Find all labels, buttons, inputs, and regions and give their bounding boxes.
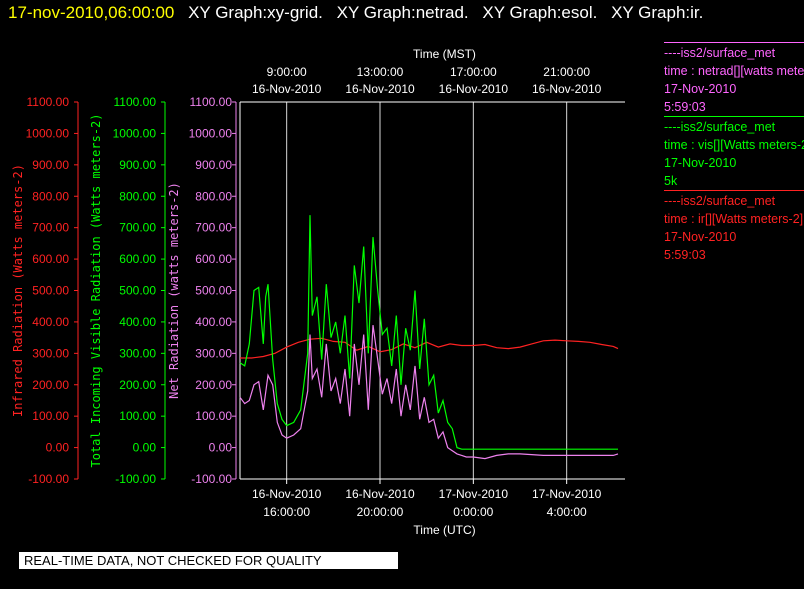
legend-ir-source: ----iss2/surface_met: [664, 194, 776, 208]
y-tick-label: 600.00: [119, 252, 156, 266]
bottom-tick-time-label: 16:00:00: [263, 505, 310, 519]
legend-vis-time: 5k: [664, 174, 678, 188]
y-tick-label: 200.00: [32, 378, 69, 392]
bottom-tick-time-label: 4:00:00: [547, 505, 587, 519]
y-tick-label: 600.00: [195, 252, 232, 266]
y-tick-label: 1000.00: [26, 126, 70, 140]
quality-warning-badge: REAL-TIME DATA, NOT CHECKED FOR QUALITY: [19, 552, 398, 569]
bottom-tick-date-label: 16-Nov-2010: [252, 487, 322, 501]
legend-vis-var: time : vis[][Watts meters-2]: [664, 138, 804, 152]
y-tick-label: 1000.00: [189, 126, 233, 140]
grid-lines: [286, 102, 568, 479]
top-tick-time-label: 17:00:00: [450, 65, 497, 79]
header-bar: 17-nov-2010,06:00:00 XY Graph:xy-grid. X…: [8, 3, 703, 23]
y-tick-label: 400.00: [119, 315, 156, 329]
legend-ir-var: time : ir[][Watts meters-2]: [664, 212, 804, 226]
legend-vis-date: 17-Nov-2010: [664, 156, 737, 170]
graph-title-2: XY Graph:netrad.: [336, 3, 469, 22]
y-tick-label: 900.00: [195, 158, 232, 172]
y-tick-label: 100.00: [195, 409, 232, 423]
y-tick-label: 300.00: [32, 346, 69, 360]
top-tick-time-label: 21:00:00: [543, 65, 590, 79]
top-tick-time-label: 13:00:00: [357, 65, 404, 79]
y-tick-label: 200.00: [119, 378, 156, 392]
y-tick-label: 1000.00: [113, 126, 157, 140]
y-tick-label: -100.00: [28, 472, 69, 486]
y-tick-label: 500.00: [32, 284, 69, 298]
y-tick-label: 200.00: [195, 378, 232, 392]
legend-netrad-date: 17-Nov-2010: [664, 82, 737, 96]
top-axis-title: Time (MST): [413, 47, 476, 61]
legend-ir-date: 17-Nov-2010: [664, 230, 737, 244]
y-tick-label: 100.00: [119, 409, 156, 423]
y-tick-label: 1100.00: [27, 95, 70, 109]
y-tick-label: 300.00: [119, 346, 156, 360]
top-tick-date-label: 16-Nov-2010: [532, 82, 602, 96]
y-axis-title: Total Incoming Visible Radiation (Watts …: [89, 113, 103, 467]
graph-title-1: XY Graph:xy-grid.: [188, 3, 323, 22]
legend-ir-time: 5:59:03: [664, 248, 706, 262]
series-line-ir: [240, 337, 619, 359]
graph-title-3: XY Graph:esol.: [482, 3, 598, 22]
y-tick-label: 900.00: [119, 158, 156, 172]
y-tick-label: 800.00: [195, 189, 232, 203]
y-tick-label: 700.00: [119, 221, 156, 235]
y-tick-label: -100.00: [191, 472, 232, 486]
bottom-tick-date-label: 17-Nov-2010: [439, 487, 509, 501]
y-tick-label: 900.00: [32, 158, 69, 172]
legend: ----iss2/surface_met time : netrad[][wat…: [664, 42, 804, 264]
y-tick-label: 700.00: [32, 221, 69, 235]
y-tick-label: 700.00: [195, 221, 232, 235]
series-line-vis: [239, 215, 618, 450]
legend-vis-source: ----iss2/surface_met: [664, 120, 776, 134]
header-timestamp: 17-nov-2010,06:00:00: [8, 3, 175, 22]
bottom-tick-date-label: 17-Nov-2010: [532, 487, 602, 501]
y-tick-label: 800.00: [32, 189, 69, 203]
chart-axes: 9:00:00 16-Nov-2010 13:00:00 16-Nov-2010 17:…: [11, 47, 625, 537]
bottom-axis-title: Time (UTC): [413, 523, 475, 537]
y-tick-label: 800.00: [119, 189, 156, 203]
legend-netrad-source: ----iss2/surface_met: [664, 46, 776, 60]
y-axis-title: Infrared Radiation (Watts meters-2): [11, 164, 25, 417]
bottom-tick-date-label: 16-Nov-2010: [345, 487, 415, 501]
y-tick-label: -100.00: [115, 472, 156, 486]
legend-netrad: ----iss2/surface_met time : netrad[][wat…: [664, 42, 804, 116]
y-tick-label: 500.00: [195, 284, 232, 298]
y-tick-label: 0.00: [133, 441, 157, 455]
graph-title-4: XY Graph:ir.: [611, 3, 704, 22]
top-tick-date-label: 16-Nov-2010: [439, 82, 509, 96]
y-tick-label: 1100.00: [114, 95, 157, 109]
top-tick-date-label: 16-Nov-2010: [252, 82, 322, 96]
legend-netrad-var: time : netrad[][watts meters-2]: [664, 64, 804, 78]
y-tick-label: 1100.00: [190, 95, 233, 109]
legend-vis: ----iss2/surface_met time : vis[][Watts …: [664, 116, 804, 190]
legend-netrad-time: 5:59:03: [664, 100, 706, 114]
y-tick-label: 600.00: [32, 252, 69, 266]
top-tick-date-label: 16-Nov-2010: [345, 82, 415, 96]
y-tick-label: 0.00: [209, 441, 233, 455]
legend-ir: ----iss2/surface_met time : ir[][Watts m…: [664, 190, 804, 264]
y-tick-label: 300.00: [195, 346, 232, 360]
chart-series: [239, 215, 619, 460]
y-tick-label: 0.00: [46, 441, 70, 455]
top-tick-time-label: 9:00:00: [267, 65, 307, 79]
y-tick-label: 500.00: [119, 284, 156, 298]
y-tick-label: 100.00: [32, 409, 69, 423]
y-tick-label: 400.00: [32, 315, 69, 329]
bottom-tick-time-label: 0:00:00: [453, 505, 493, 519]
y-tick-label: 400.00: [195, 315, 232, 329]
y-axis-title: Net Radiation (watts meters-2): [167, 182, 181, 399]
series-line-net: [239, 325, 619, 460]
bottom-tick-time-label: 20:00:00: [357, 505, 404, 519]
